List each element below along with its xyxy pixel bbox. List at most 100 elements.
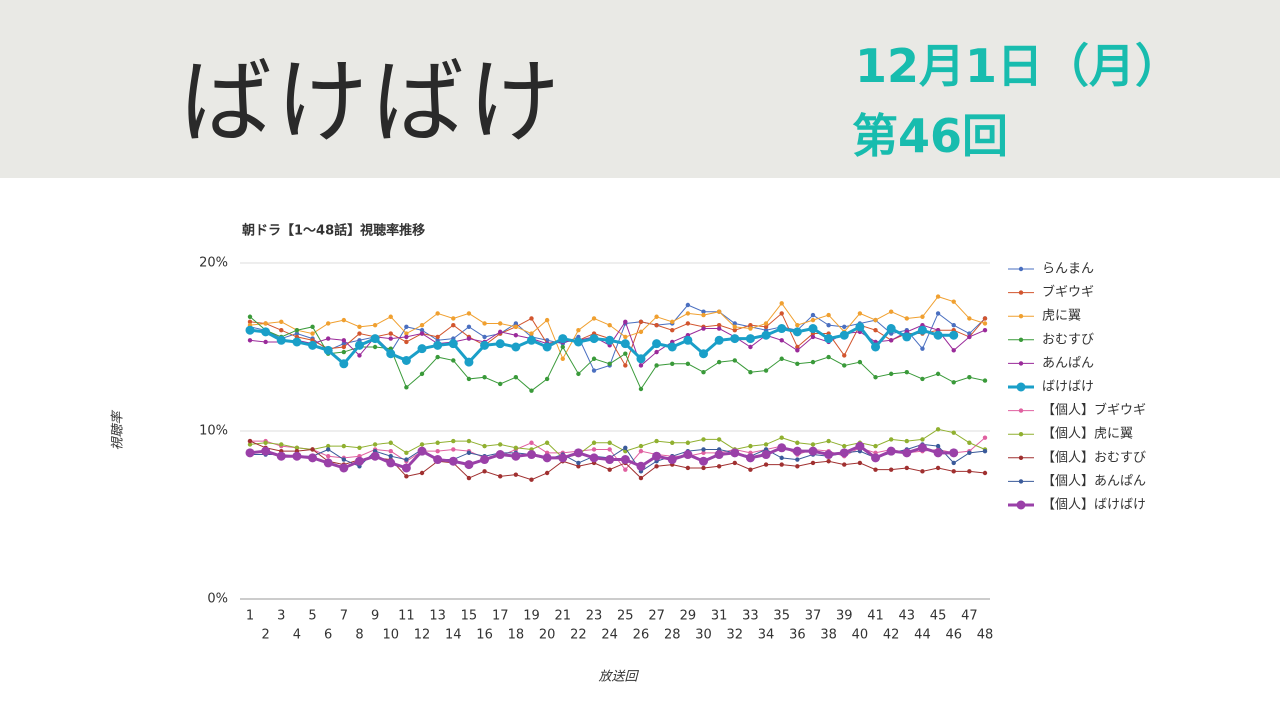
series-line [249, 324, 954, 366]
x-tick-label: 46 [945, 628, 962, 643]
data-point [529, 331, 534, 336]
legend-marker [1016, 382, 1026, 392]
data-point [576, 371, 581, 377]
data-point [388, 336, 393, 341]
data-point [466, 438, 472, 444]
data-point [873, 375, 878, 380]
data-point [276, 335, 286, 345]
data-point [763, 324, 769, 330]
data-point [451, 438, 456, 444]
data-point [388, 314, 393, 319]
data-point [920, 376, 925, 382]
data-point [544, 317, 550, 323]
data-point [464, 460, 474, 470]
legend-label: 【個人】おむすび [1042, 450, 1146, 465]
data-point [888, 371, 894, 377]
data-point [339, 463, 349, 473]
data-point [513, 375, 519, 380]
data-point [779, 356, 784, 361]
data-point [732, 328, 737, 333]
data-point [482, 334, 487, 340]
data-point [605, 335, 615, 345]
data-point [401, 463, 411, 473]
data-point [261, 327, 271, 337]
x-tick-label: 5 [308, 609, 316, 624]
legend-label: ばけばけ [1042, 380, 1094, 395]
data-point [967, 375, 972, 380]
legend-marker [1018, 408, 1024, 413]
data-point [732, 321, 737, 326]
chart: 朝ドラ【1〜48話】視聴率推移 放送回 視聴率 0%10%20%12345678… [110, 223, 1147, 685]
data-point [498, 442, 503, 447]
data-point [498, 474, 503, 479]
data-point [404, 450, 409, 456]
data-point [949, 448, 959, 458]
data-point [341, 344, 347, 350]
data-point [607, 467, 612, 472]
data-point [451, 316, 456, 321]
data-point [623, 334, 628, 340]
x-tick-label: 20 [539, 628, 556, 643]
data-point [730, 334, 740, 344]
data-point [888, 467, 894, 472]
data-point [513, 472, 519, 477]
data-point [810, 317, 816, 323]
data-point [605, 455, 615, 465]
data-point [623, 445, 628, 450]
data-point [839, 330, 849, 340]
data-point [732, 324, 737, 330]
legend-marker [1018, 337, 1024, 342]
data-point [748, 344, 753, 350]
data-point [701, 437, 706, 442]
data-point [466, 324, 472, 330]
data-point [419, 331, 425, 336]
data-point [701, 312, 706, 318]
x-tick-label: 31 [711, 609, 728, 624]
data-point [526, 450, 536, 460]
x-tick-label: 45 [930, 609, 947, 624]
data-point [763, 462, 769, 467]
data-point [294, 445, 300, 450]
x-tick-label: 15 [461, 609, 478, 624]
data-point [435, 354, 440, 360]
data-point [263, 440, 268, 445]
series-line [249, 444, 954, 470]
data-point [339, 359, 349, 369]
data-point [652, 451, 662, 461]
data-point [826, 312, 831, 318]
data-point [638, 475, 644, 481]
legend-label: あんぱん [1042, 356, 1094, 371]
data-point [701, 370, 706, 375]
data-point [638, 386, 644, 392]
data-point [638, 448, 644, 454]
data-point [247, 438, 253, 444]
data-point [372, 344, 378, 350]
data-point [935, 443, 941, 449]
data-point [826, 322, 831, 328]
data-point [685, 465, 691, 471]
data-point [576, 460, 581, 466]
data-point [310, 447, 315, 452]
data-point [967, 334, 972, 340]
data-point [886, 446, 896, 456]
data-point [967, 440, 972, 445]
x-tick-label: 37 [805, 609, 822, 624]
data-point [498, 329, 503, 335]
x-tick-label: 7 [340, 609, 348, 624]
x-tick-label: 4 [293, 628, 301, 643]
data-point [967, 450, 972, 456]
data-point [871, 342, 881, 352]
data-point [513, 445, 519, 450]
data-point [511, 342, 521, 352]
x-tick-label: 16 [476, 628, 493, 643]
data-point [623, 363, 628, 368]
data-point [419, 322, 425, 328]
data-point [419, 470, 425, 476]
x-tick-label: 17 [492, 609, 509, 624]
x-tick-label: 13 [429, 609, 446, 624]
episode: 第46回 [852, 109, 1009, 163]
data-point [591, 316, 597, 321]
x-tick-label: 40 [852, 628, 869, 643]
data-point [294, 331, 300, 336]
data-point [404, 457, 409, 462]
